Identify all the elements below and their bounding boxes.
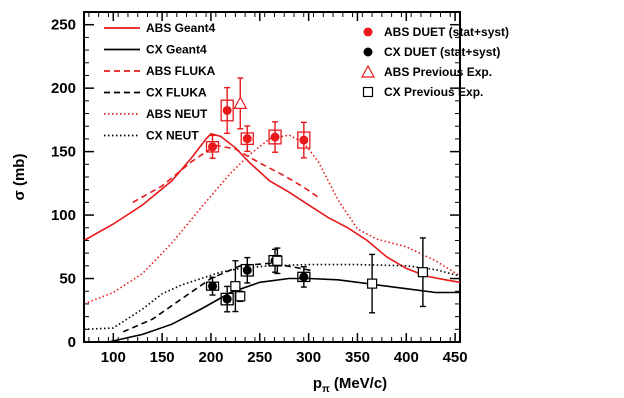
y-axis-label: σ (mb) <box>11 154 28 201</box>
syst-bracket <box>220 292 234 306</box>
curve-cx-fluka <box>122 262 314 333</box>
syst-bracket <box>297 131 311 149</box>
data-point <box>417 267 428 278</box>
y-tick-label-200: 200 <box>51 80 76 97</box>
x-tick-label-200: 200 <box>198 349 223 366</box>
data-point <box>242 134 252 144</box>
legend-label-cx-geant4: CX Geant4 <box>146 43 207 57</box>
y-tick-label-50: 50 <box>59 271 76 288</box>
plot-frame <box>83 11 461 343</box>
legend: ABS Geant4 CX Geant4 ABS FLUKA CX FLUKA ABS … <box>104 21 509 143</box>
data-point <box>270 132 280 142</box>
data-point <box>233 96 248 109</box>
y-tick-label-0: 0 <box>68 334 76 351</box>
data-point <box>222 105 232 115</box>
x-axis-label-unit: (MeV/c) <box>330 375 388 392</box>
syst-bracket <box>297 271 311 283</box>
x-tick-label-100: 100 <box>101 349 126 366</box>
curve-cx-geant4 <box>108 277 460 343</box>
syst-bracket <box>240 263 254 277</box>
legend-label-abs-previous-exp: ABS Previous Exp. <box>384 65 492 79</box>
curve-abs-neut <box>83 134 461 305</box>
legend-marker-cx-previous-exp <box>362 86 374 98</box>
syst-bracket <box>240 132 254 146</box>
points-cx-previous-exp <box>230 237 428 314</box>
legend-label-cx-neut: CX NEUT <box>146 129 199 143</box>
data-point <box>222 294 232 304</box>
data-point <box>299 272 309 282</box>
y-tick-label-150: 150 <box>51 144 76 161</box>
legend-label-abs-duet-stat-syst: ABS DUET (stat+syst) <box>384 25 509 39</box>
legend-label-abs-fluka: ABS FLUKA <box>146 64 216 78</box>
x-tick-label-400: 400 <box>394 349 419 366</box>
legend-label-cx-duet-stat-syst: CX DUET (stat+syst) <box>384 45 500 59</box>
points-abs-duet-stat-syst <box>205 86 311 159</box>
y-tick-label-250: 250 <box>51 17 76 34</box>
data-point <box>208 142 218 152</box>
legend-marker-abs-duet-stat-syst <box>363 27 373 37</box>
syst-bracket <box>220 99 234 122</box>
syst-bracket <box>268 129 282 145</box>
data-point <box>299 135 309 145</box>
x-tick-label-250: 250 <box>247 349 272 366</box>
curve-cx-neut <box>83 263 461 331</box>
curve-abs-fluka <box>132 144 319 204</box>
data-point <box>367 278 378 289</box>
model-curves <box>83 132 461 343</box>
data-point <box>272 255 283 266</box>
axis-ticks: 100 150 200 250 300 350 400 450 0 50 100 150 200 250 <box>51 12 468 366</box>
x-tick-label-450: 450 <box>443 349 468 366</box>
x-tick-label-150: 150 <box>150 349 175 366</box>
y-tick-label-100: 100 <box>51 207 76 224</box>
points-abs-previous-exp <box>233 77 248 130</box>
data-point <box>235 291 246 302</box>
data-points <box>205 77 428 314</box>
legend-label-cx-previous-exp: CX Previous Exp. <box>384 85 483 99</box>
x-axis-label: pπ (MeV/c) <box>313 375 387 395</box>
syst-bracket <box>205 141 220 153</box>
legend-label-cx-fluka: CX FLUKA <box>146 86 207 100</box>
x-tick-label-350: 350 <box>345 349 370 366</box>
legend-marker-cx-duet-stat-syst <box>363 47 373 57</box>
legend-label-abs-neut: ABS NEUT <box>146 107 208 121</box>
legend-marker-abs-previous-exp <box>360 64 376 78</box>
points-cx-duet-stat-syst <box>205 248 311 313</box>
x-axis-label-main: p <box>313 375 322 392</box>
data-point <box>242 265 252 275</box>
data-point <box>230 281 241 292</box>
data-point <box>208 281 218 291</box>
x-axis-label-subscript: π <box>322 384 330 395</box>
x-tick-label-300: 300 <box>296 349 321 366</box>
legend-label-abs-geant4: ABS Geant4 <box>146 21 216 35</box>
